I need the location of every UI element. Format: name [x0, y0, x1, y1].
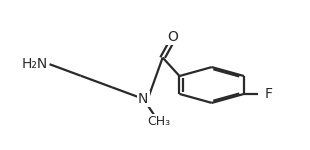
Text: F: F	[264, 87, 272, 101]
Text: H₂N: H₂N	[22, 57, 48, 71]
Text: N: N	[138, 92, 148, 106]
Text: O: O	[167, 30, 178, 44]
Text: CH₃: CH₃	[147, 116, 171, 128]
